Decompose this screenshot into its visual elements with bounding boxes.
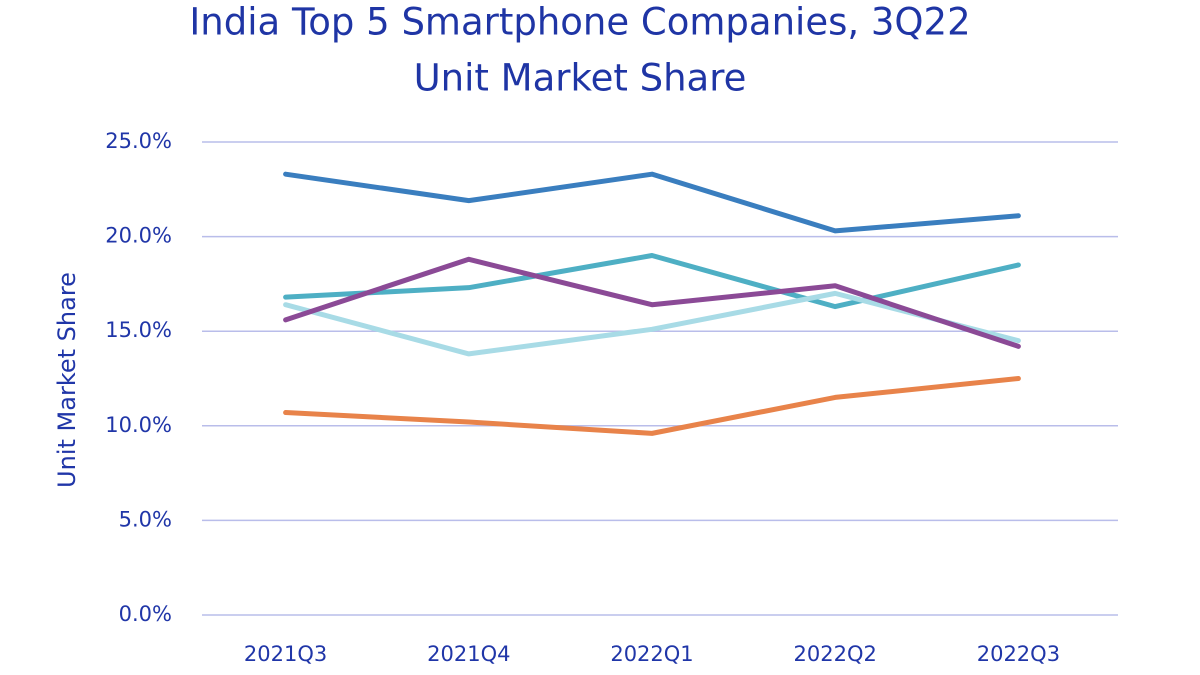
x-tick-label: 2022Q1 (610, 642, 693, 666)
series-line (283, 290, 1021, 357)
y-tick-label: 0.0% (119, 602, 172, 626)
x-tick-label: 2022Q3 (977, 642, 1060, 666)
x-tick-label: 2021Q3 (244, 642, 327, 666)
chart-title: India Top 5 Smartphone Companies, 3Q22 (189, 1, 970, 44)
chart-subtitle: Unit Market Share (414, 57, 747, 100)
x-tick-label: 2021Q4 (427, 642, 510, 666)
series-line (283, 256, 1021, 349)
y-tick-label: 20.0% (105, 224, 172, 248)
series-line (283, 376, 1021, 436)
series-line (283, 253, 1021, 310)
y-axis-label: Unit Market Share (53, 272, 81, 488)
series-line (283, 171, 1021, 234)
y-tick-label: 5.0% (119, 507, 172, 531)
y-tick-label: 10.0% (105, 413, 172, 437)
y-tick-label: 25.0% (105, 129, 172, 153)
y-tick-label: 15.0% (105, 318, 172, 342)
x-tick-label: 2022Q2 (794, 642, 877, 666)
